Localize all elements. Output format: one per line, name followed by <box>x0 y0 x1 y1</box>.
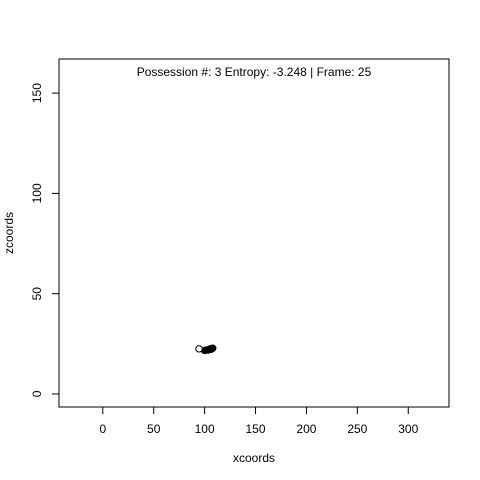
y-axis-title: zcoords <box>2 212 16 254</box>
x-tick-label: 250 <box>347 422 367 436</box>
x-tick-label: 200 <box>296 422 316 436</box>
y-tick-label: 0 <box>30 390 44 397</box>
y-tick-label: 150 <box>30 83 44 103</box>
data-points <box>195 344 217 355</box>
x-axis-title: xcoords <box>233 451 275 465</box>
x-tick-label: 100 <box>195 422 215 436</box>
x-tick-label: 300 <box>398 422 418 436</box>
y-tick-label: 50 <box>30 287 44 301</box>
chart-title: Possession #: 3 Entropy: -3.248 | Frame:… <box>137 65 372 79</box>
y-axis: 0 50 100 150 <box>30 83 60 397</box>
x-tick-label: 50 <box>147 422 161 436</box>
x-tick-label: 0 <box>99 422 106 436</box>
filled-point <box>206 345 214 353</box>
x-axis: 0 50 100 150 200 250 300 <box>99 406 419 436</box>
plot-frame <box>58 58 450 408</box>
y-tick-label: 100 <box>30 183 44 203</box>
open-point <box>195 345 203 353</box>
x-tick-label: 150 <box>246 422 266 436</box>
